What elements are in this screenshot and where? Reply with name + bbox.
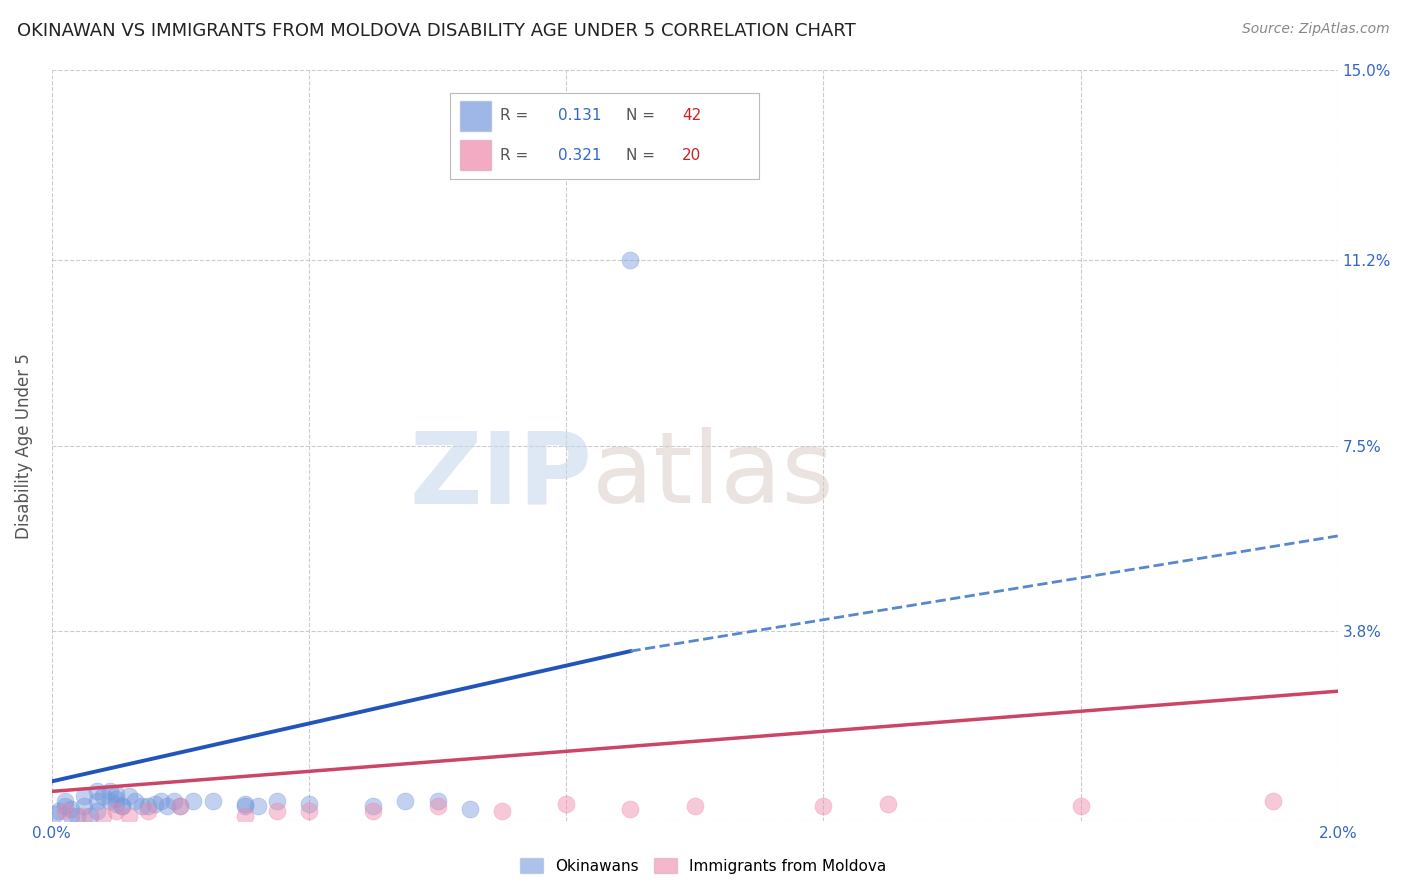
Point bbox=[394, 794, 416, 808]
Point bbox=[98, 784, 121, 798]
Text: OKINAWAN VS IMMIGRANTS FROM MOLDOVA DISABILITY AGE UNDER 5 CORRELATION CHART: OKINAWAN VS IMMIGRANTS FROM MOLDOVA DISA… bbox=[17, 22, 856, 40]
Point bbox=[60, 809, 83, 823]
Text: atlas: atlas bbox=[592, 427, 834, 524]
Point bbox=[105, 792, 128, 806]
Point bbox=[163, 794, 186, 808]
Point bbox=[86, 794, 108, 808]
Point bbox=[53, 794, 76, 808]
Point bbox=[361, 799, 384, 814]
Point bbox=[60, 802, 83, 816]
Point bbox=[91, 809, 114, 823]
Point bbox=[136, 805, 159, 819]
Point bbox=[118, 789, 141, 804]
Point bbox=[458, 802, 481, 816]
Point bbox=[876, 797, 898, 811]
Point bbox=[73, 799, 96, 814]
Point bbox=[73, 789, 96, 804]
Point bbox=[73, 809, 96, 823]
Point bbox=[361, 805, 384, 819]
Point bbox=[246, 799, 269, 814]
Point bbox=[91, 789, 114, 804]
Point bbox=[491, 805, 513, 819]
Point bbox=[98, 794, 121, 808]
Point bbox=[118, 809, 141, 823]
Point bbox=[1263, 794, 1285, 808]
Point bbox=[233, 809, 256, 823]
Point bbox=[66, 809, 89, 823]
Point bbox=[46, 805, 69, 819]
Point bbox=[813, 799, 835, 814]
Point bbox=[619, 802, 641, 816]
Point bbox=[86, 784, 108, 798]
Point bbox=[136, 799, 159, 814]
Text: Source: ZipAtlas.com: Source: ZipAtlas.com bbox=[1241, 22, 1389, 37]
Point bbox=[298, 797, 321, 811]
Point bbox=[44, 806, 66, 821]
Point bbox=[169, 799, 191, 814]
Point bbox=[233, 799, 256, 814]
Point bbox=[298, 805, 321, 819]
Point bbox=[169, 799, 191, 814]
Point bbox=[150, 794, 173, 808]
Point bbox=[555, 797, 578, 811]
Legend: Okinawans, Immigrants from Moldova: Okinawans, Immigrants from Moldova bbox=[513, 852, 893, 880]
Point bbox=[53, 805, 76, 819]
Point bbox=[426, 799, 449, 814]
Point bbox=[266, 805, 288, 819]
Point bbox=[124, 794, 146, 808]
Point bbox=[86, 805, 108, 819]
Point bbox=[1070, 799, 1092, 814]
Point bbox=[79, 809, 101, 823]
Point bbox=[131, 799, 153, 814]
Point bbox=[105, 787, 128, 801]
Point bbox=[266, 794, 288, 808]
Point bbox=[181, 794, 204, 808]
Point bbox=[426, 794, 449, 808]
Point bbox=[111, 799, 134, 814]
Point bbox=[143, 797, 166, 811]
Point bbox=[683, 799, 706, 814]
Text: ZIP: ZIP bbox=[409, 427, 592, 524]
Point bbox=[111, 799, 134, 814]
Point bbox=[201, 794, 224, 808]
Point bbox=[105, 805, 128, 819]
Point bbox=[53, 799, 76, 814]
Point bbox=[156, 799, 179, 814]
Point bbox=[233, 797, 256, 811]
Point bbox=[619, 253, 641, 268]
Point bbox=[105, 797, 128, 811]
Y-axis label: Disability Age Under 5: Disability Age Under 5 bbox=[15, 353, 32, 539]
